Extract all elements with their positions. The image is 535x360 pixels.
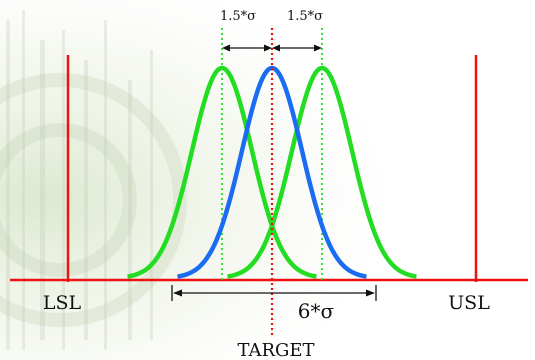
lsl-label: LSL <box>43 292 82 314</box>
shifted-curve-left <box>126 65 318 279</box>
shifted-curve-right <box>226 65 418 279</box>
target-label: TARGET <box>237 340 314 360</box>
spread-arrow <box>171 285 377 301</box>
spread-label: 6*σ <box>298 299 335 323</box>
shift-label-right: 1.5*σ <box>287 9 323 24</box>
shift-arrow-left <box>222 44 272 52</box>
shift-arrow-right <box>272 44 322 52</box>
shift-label-left: 1.5*σ <box>220 9 256 24</box>
usl-label: USL <box>448 292 490 314</box>
